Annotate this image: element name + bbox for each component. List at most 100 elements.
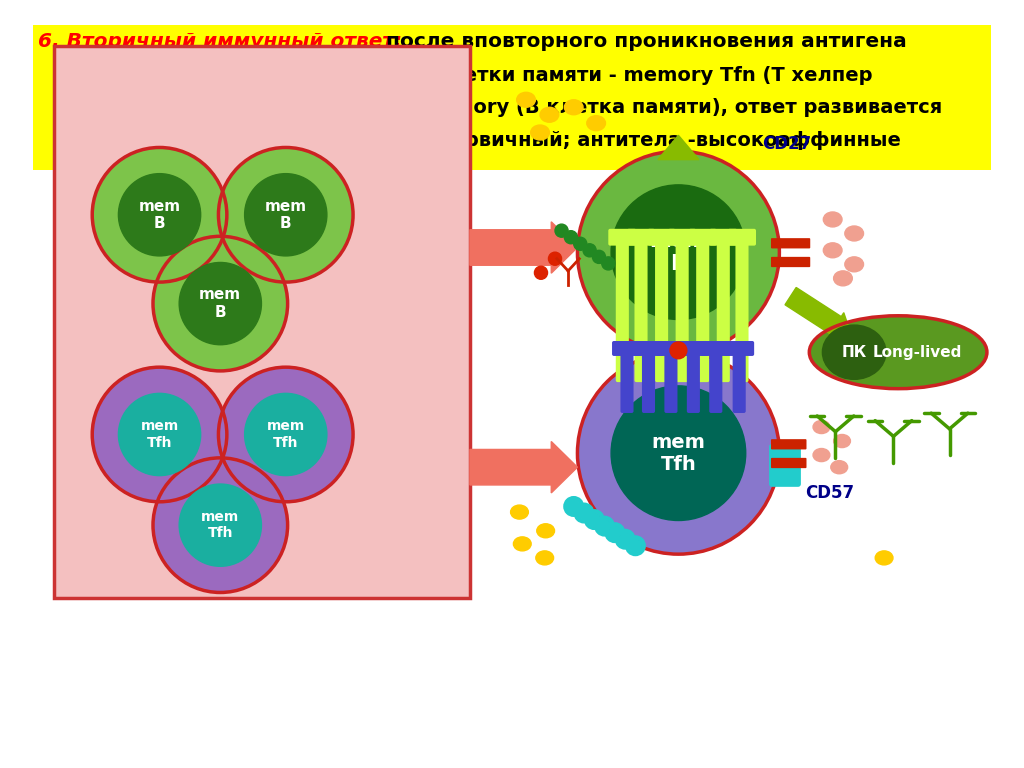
- Circle shape: [608, 526, 622, 539]
- Ellipse shape: [845, 257, 863, 272]
- FancyBboxPatch shape: [635, 238, 647, 382]
- FancyBboxPatch shape: [676, 238, 689, 382]
- FancyBboxPatch shape: [615, 238, 629, 382]
- FancyBboxPatch shape: [696, 238, 710, 382]
- Circle shape: [588, 513, 601, 526]
- FancyBboxPatch shape: [771, 458, 807, 468]
- FancyBboxPatch shape: [771, 238, 810, 248]
- Text: в организм  «работают» клетки памяти - memory Tfn (Т хелпер: в организм «работают» клетки памяти - me…: [152, 65, 872, 84]
- FancyBboxPatch shape: [679, 341, 709, 356]
- Ellipse shape: [823, 243, 842, 258]
- FancyBboxPatch shape: [735, 238, 749, 382]
- Ellipse shape: [537, 524, 555, 538]
- Circle shape: [564, 230, 578, 243]
- FancyBboxPatch shape: [687, 349, 700, 413]
- Circle shape: [165, 248, 275, 359]
- Circle shape: [567, 500, 581, 513]
- Circle shape: [218, 367, 353, 502]
- Circle shape: [153, 458, 288, 592]
- FancyArrow shape: [470, 442, 578, 493]
- Circle shape: [629, 539, 642, 552]
- FancyArrow shape: [785, 287, 851, 338]
- Circle shape: [92, 147, 227, 282]
- Text: Long-lived: Long-lived: [872, 345, 962, 359]
- Polygon shape: [657, 135, 699, 160]
- Text: mem
Tfh: mem Tfh: [651, 432, 706, 474]
- Text: mem
B: mem B: [264, 199, 307, 231]
- FancyBboxPatch shape: [732, 349, 745, 413]
- FancyBboxPatch shape: [655, 238, 668, 382]
- Ellipse shape: [834, 435, 851, 448]
- Text: mem
B: mem B: [200, 287, 242, 319]
- Text: 6. Вторичный иммунный ответ:: 6. Вторичный иммунный ответ:: [38, 32, 402, 51]
- Circle shape: [618, 533, 632, 546]
- FancyBboxPatch shape: [769, 444, 801, 487]
- Circle shape: [578, 506, 591, 520]
- Circle shape: [245, 393, 327, 475]
- Circle shape: [119, 174, 201, 256]
- Circle shape: [92, 367, 227, 502]
- Text: mem
B: mem B: [649, 230, 708, 273]
- FancyBboxPatch shape: [612, 341, 642, 356]
- Circle shape: [598, 520, 611, 533]
- FancyBboxPatch shape: [621, 349, 634, 413]
- Ellipse shape: [587, 116, 605, 131]
- Text: ПК: ПК: [842, 345, 866, 359]
- FancyArrow shape: [470, 222, 578, 273]
- FancyBboxPatch shape: [656, 341, 686, 356]
- FancyBboxPatch shape: [668, 229, 696, 246]
- Ellipse shape: [513, 537, 531, 551]
- Circle shape: [578, 353, 779, 554]
- FancyBboxPatch shape: [689, 229, 717, 246]
- Circle shape: [179, 263, 261, 345]
- Circle shape: [596, 170, 761, 335]
- Circle shape: [573, 237, 587, 250]
- FancyBboxPatch shape: [710, 229, 737, 246]
- FancyBboxPatch shape: [627, 229, 655, 246]
- FancyBboxPatch shape: [634, 341, 664, 356]
- Circle shape: [179, 484, 261, 566]
- Circle shape: [583, 243, 596, 257]
- Text: значительно быстрее, чем первичный; антитела -высокоаффинные: значительно быстрее, чем первичный; анти…: [123, 131, 901, 151]
- Ellipse shape: [823, 212, 842, 227]
- FancyBboxPatch shape: [728, 229, 756, 246]
- Ellipse shape: [530, 125, 550, 140]
- Text: mem
Tfh: mem Tfh: [266, 419, 305, 449]
- FancyBboxPatch shape: [54, 47, 470, 598]
- FancyBboxPatch shape: [608, 229, 636, 246]
- Circle shape: [578, 151, 779, 353]
- Circle shape: [104, 160, 215, 270]
- Circle shape: [104, 379, 215, 490]
- Text: фолликулярный памяти ) и В memory (В клетка памяти), ответ развивается: фолликулярный памяти ) и В memory (В кле…: [82, 98, 942, 117]
- Text: CD27: CD27: [763, 135, 812, 154]
- Ellipse shape: [813, 449, 829, 462]
- Ellipse shape: [517, 92, 536, 108]
- Text: mem
Tfh: mem Tfh: [201, 510, 240, 540]
- Text: mem
B: mem B: [138, 199, 180, 231]
- Circle shape: [670, 342, 687, 359]
- Ellipse shape: [834, 271, 852, 286]
- FancyBboxPatch shape: [717, 238, 730, 382]
- Circle shape: [602, 257, 614, 270]
- FancyBboxPatch shape: [34, 25, 990, 170]
- Circle shape: [611, 185, 745, 319]
- Ellipse shape: [813, 420, 829, 434]
- FancyBboxPatch shape: [647, 229, 676, 246]
- Circle shape: [535, 266, 548, 280]
- Circle shape: [596, 370, 761, 536]
- Ellipse shape: [511, 505, 528, 519]
- Ellipse shape: [845, 226, 863, 241]
- Ellipse shape: [822, 325, 886, 379]
- Text: mem
Tfh: mem Tfh: [140, 419, 178, 449]
- FancyBboxPatch shape: [642, 349, 655, 413]
- Ellipse shape: [564, 100, 583, 114]
- Ellipse shape: [536, 551, 554, 565]
- Circle shape: [593, 250, 605, 263]
- FancyBboxPatch shape: [724, 341, 754, 356]
- Circle shape: [230, 160, 341, 270]
- FancyBboxPatch shape: [665, 349, 678, 413]
- Circle shape: [549, 252, 561, 265]
- Circle shape: [218, 147, 353, 282]
- Circle shape: [555, 224, 568, 237]
- FancyBboxPatch shape: [771, 439, 807, 449]
